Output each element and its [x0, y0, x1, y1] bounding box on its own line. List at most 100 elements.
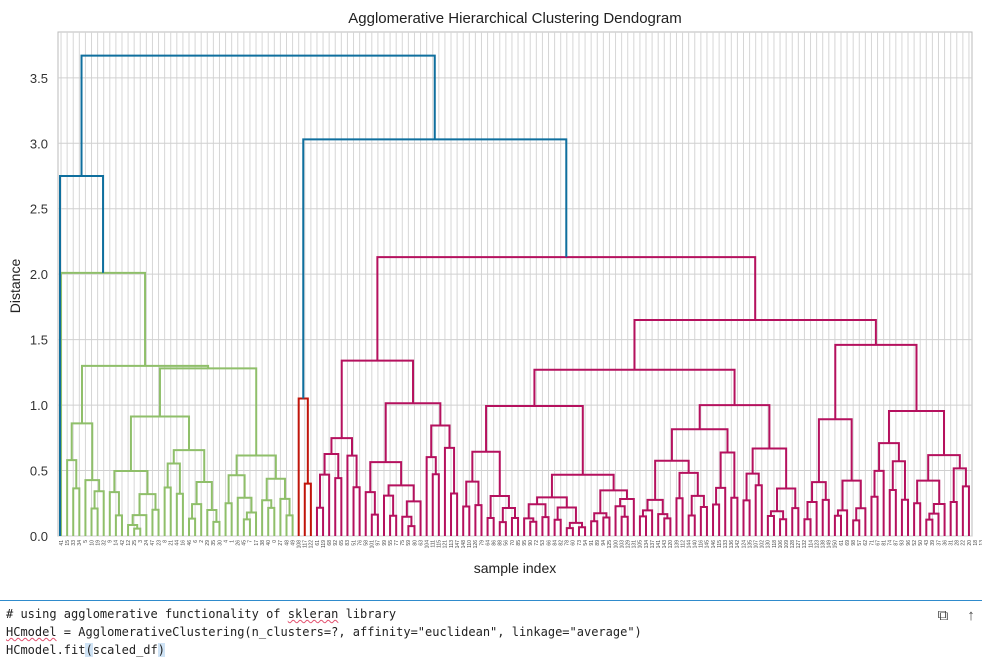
x-tick-label: 48 — [284, 540, 290, 546]
x-tick-label: 12 — [126, 540, 132, 546]
dendrogram-link — [766, 515, 775, 536]
x-tick-label: 73 — [577, 540, 583, 546]
y-tick-label: 2.0 — [30, 267, 48, 282]
x-tick-label: 16 — [181, 540, 187, 546]
x-tick-label: 72 — [534, 540, 540, 546]
x-tick-label: 110 — [467, 540, 473, 548]
x-tick-label: 142 — [735, 540, 741, 549]
y-tick-label: 0.0 — [30, 529, 48, 544]
x-tick-label: 96 — [906, 540, 912, 546]
x-tick-label: 66 — [546, 540, 552, 546]
x-tick-label: 1 — [229, 540, 235, 543]
copy-icon[interactable]: ⧉ — [937, 607, 949, 624]
x-tick-label: 61 — [315, 540, 321, 546]
code-cell[interactable]: # using agglomerative functionality of s… — [0, 600, 982, 662]
x-tick-label: 100 — [613, 540, 619, 549]
x-tick-label: 49 — [290, 540, 296, 546]
dendrogram-link — [641, 509, 654, 536]
dendrogram-link — [443, 446, 456, 536]
x-tick-label: 28 — [955, 540, 961, 546]
comment-text: # using agglomerative functionality of — [6, 607, 288, 621]
x-tick-label: 147 — [455, 540, 461, 549]
x-tick-label: 74 — [888, 540, 894, 546]
x-tick-label: 115 — [437, 540, 443, 548]
x-tick-label: 45 — [242, 540, 248, 546]
x-tick-label: 62 — [863, 540, 869, 546]
dendrogram-link — [369, 461, 403, 493]
x-tick-label: 114 — [808, 540, 814, 548]
dendrogram-link — [614, 505, 626, 536]
dendrogram-link — [949, 501, 958, 536]
dendrogram-link — [577, 526, 587, 536]
dendrogram-link — [319, 473, 331, 536]
x-tick-label: 23 — [156, 540, 162, 546]
x-tick-label: 118 — [772, 540, 778, 548]
x-tick-label: 104 — [424, 540, 430, 549]
comment-tail: library — [338, 607, 397, 621]
dendrogram-link — [834, 343, 918, 420]
dendrogram-link — [887, 410, 946, 456]
dendrogram-link — [593, 512, 608, 522]
x-tick-label: 113 — [449, 540, 455, 548]
dendrogram-link — [510, 517, 520, 536]
move-up-icon[interactable]: ↑ — [967, 607, 975, 624]
dendrogram-chart: 0.00.51.01.52.02.53.03.5 41 15 33 34 5 10 19 32… — [7, 10, 982, 576]
x-tick-label: 59 — [406, 540, 412, 546]
dendrogram-link — [646, 498, 664, 515]
dendrogram-link — [315, 506, 325, 536]
x-tick-label: 75 — [400, 540, 406, 546]
dendrogram-link — [952, 467, 967, 503]
x-tick-label: 126 — [473, 540, 479, 549]
dendrogram-link — [657, 513, 669, 536]
dendrogram-link — [687, 514, 696, 536]
dendrogram-link — [529, 520, 538, 536]
x-tick-label: 20 — [967, 540, 973, 546]
dendrogram-link — [913, 502, 922, 536]
dendrogram-link — [384, 402, 442, 463]
dendrogram-link — [114, 514, 123, 536]
x-tick-label: 38 — [260, 540, 266, 546]
x-tick-label: 125 — [607, 540, 613, 549]
x-tick-label: 26 — [236, 540, 242, 546]
dendrogram-links — [59, 54, 970, 536]
x-tick-label: 77 — [394, 540, 400, 546]
x-tick-label: 99 — [382, 540, 388, 546]
dendrogram-link — [474, 504, 483, 536]
x-tick-label: 50 — [918, 540, 924, 546]
x-tick-label: 30 — [217, 540, 223, 546]
y-tick-label: 1.5 — [30, 333, 48, 348]
x-tick-label: 123 — [814, 540, 820, 549]
x-tick-label: 108 — [296, 540, 302, 549]
model-variable: HCmodel — [6, 625, 57, 639]
x-tick-label: 122 — [309, 540, 315, 549]
x-tick-label: 19 — [95, 540, 101, 546]
x-tick-label: 33 — [71, 540, 77, 546]
x-tick-label: 90 — [528, 540, 534, 546]
x-tick-label: 83 — [345, 540, 351, 546]
dendrogram-link — [870, 495, 879, 536]
dendrogram-link — [90, 507, 99, 536]
x-tick-label: 9 — [108, 540, 114, 543]
x-tick-label: 87 — [894, 540, 900, 546]
dendrogram-link — [619, 498, 635, 536]
x-tick-label: 71 — [869, 540, 875, 546]
x-tick-label: 101 — [370, 540, 376, 549]
x-tick-label: 132 — [802, 540, 808, 549]
open-paren: ( — [85, 643, 93, 657]
x-tick-label: 97 — [376, 540, 382, 546]
dendrogram-link — [340, 359, 415, 439]
dendrogram-link — [195, 481, 213, 511]
x-tick-label: 41 — [59, 540, 65, 546]
dendrogram-link — [833, 514, 842, 536]
grid-lines — [58, 32, 972, 537]
dendrogram-link — [133, 527, 142, 536]
x-tick-label: 128 — [790, 540, 796, 549]
x-tick-label: 81 — [881, 540, 887, 546]
dendrogram-link — [376, 256, 757, 361]
x-tick-label: 129 — [626, 540, 632, 549]
misspelled-word: skleran — [287, 607, 339, 621]
x-tick-label: 6 — [193, 540, 199, 543]
dendrogram-link — [715, 486, 727, 536]
x-tick-label: 85 — [516, 540, 522, 546]
x-tick-label: 5 — [83, 540, 89, 543]
